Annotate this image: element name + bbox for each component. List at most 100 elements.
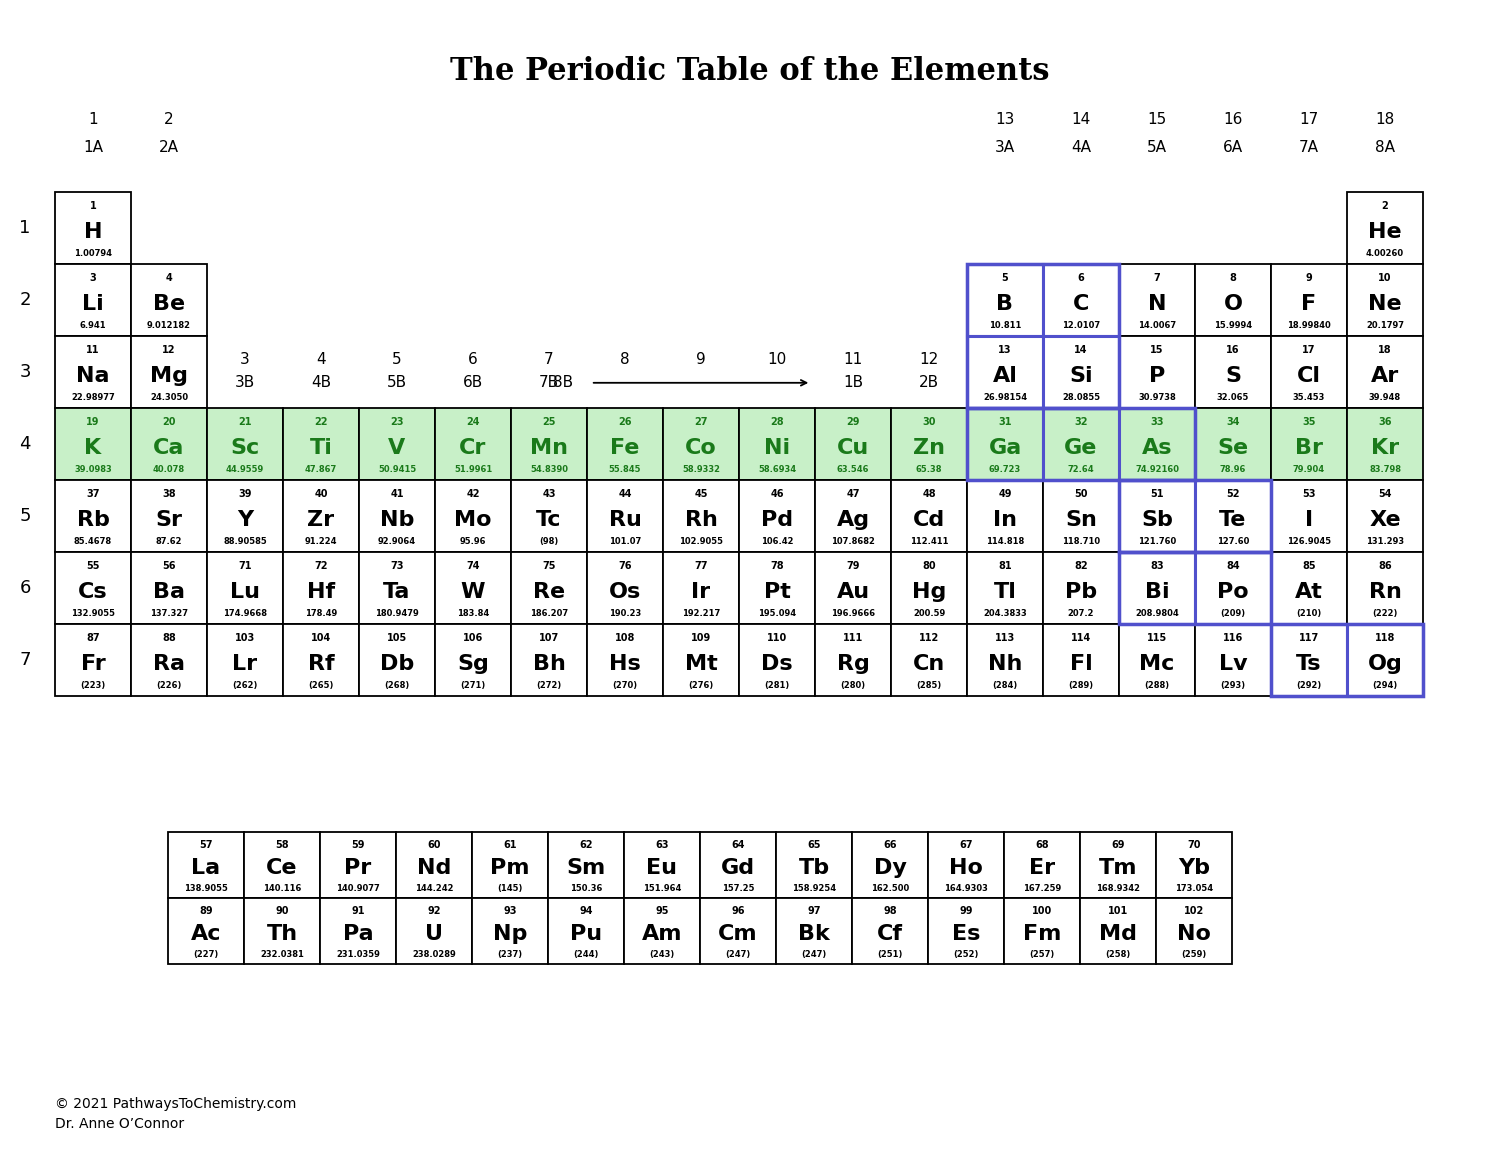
Text: 118: 118 xyxy=(1376,634,1395,643)
Text: 231.0359: 231.0359 xyxy=(336,949,380,958)
Bar xyxy=(968,264,1119,408)
Text: 24: 24 xyxy=(466,417,480,428)
Bar xyxy=(1119,624,1196,697)
Text: 9: 9 xyxy=(1305,274,1312,284)
Text: 232.0381: 232.0381 xyxy=(260,949,305,958)
Bar xyxy=(435,408,512,480)
Text: 114: 114 xyxy=(1071,634,1090,643)
Text: 103: 103 xyxy=(236,634,255,643)
Text: 183.84: 183.84 xyxy=(458,608,489,618)
Text: 13: 13 xyxy=(999,345,1011,356)
Bar xyxy=(1042,624,1119,697)
Text: 35.453: 35.453 xyxy=(1293,393,1324,402)
Text: 74.92160: 74.92160 xyxy=(1136,465,1179,474)
Text: (257): (257) xyxy=(1029,949,1054,958)
Text: 110: 110 xyxy=(766,634,788,643)
Bar xyxy=(586,480,663,552)
Text: Ce: Ce xyxy=(267,859,297,879)
Text: 4A: 4A xyxy=(1071,140,1090,155)
Text: (252): (252) xyxy=(954,949,978,958)
Text: Pa: Pa xyxy=(342,924,374,945)
Bar xyxy=(968,408,1196,480)
Text: 6: 6 xyxy=(1077,274,1084,284)
Text: Np: Np xyxy=(494,924,526,945)
Text: 2: 2 xyxy=(20,291,30,309)
Text: 35: 35 xyxy=(1302,417,1316,428)
Text: 126.9045: 126.9045 xyxy=(1287,537,1330,546)
Text: (281): (281) xyxy=(765,680,789,690)
Bar xyxy=(891,624,968,697)
Bar xyxy=(740,408,815,480)
Bar xyxy=(168,832,244,898)
Text: 238.0289: 238.0289 xyxy=(413,949,456,958)
Text: 12: 12 xyxy=(162,345,176,356)
Text: 50.9415: 50.9415 xyxy=(378,465,416,474)
Text: 102.9055: 102.9055 xyxy=(680,537,723,546)
Text: 2: 2 xyxy=(164,112,174,127)
Bar xyxy=(358,480,435,552)
Text: (210): (210) xyxy=(1296,608,1322,618)
Bar xyxy=(130,336,207,408)
Text: 40: 40 xyxy=(315,489,327,500)
Text: 162.500: 162.500 xyxy=(871,883,909,892)
Text: Hf: Hf xyxy=(308,582,334,602)
Text: 15: 15 xyxy=(1148,112,1167,127)
Text: 2A: 2A xyxy=(159,140,178,155)
Bar xyxy=(891,408,968,480)
Text: 208.9804: 208.9804 xyxy=(1136,608,1179,618)
Text: 33: 33 xyxy=(1150,417,1164,428)
Text: Rg: Rg xyxy=(837,654,870,673)
Text: 140.9077: 140.9077 xyxy=(336,883,380,892)
Text: 87.62: 87.62 xyxy=(156,537,183,546)
Text: 59: 59 xyxy=(351,840,364,851)
Bar xyxy=(1042,336,1119,408)
Text: 95: 95 xyxy=(656,906,669,917)
Text: 5: 5 xyxy=(392,351,402,366)
Text: 95.96: 95.96 xyxy=(459,537,486,546)
Bar xyxy=(1042,408,1119,480)
Text: 180.9479: 180.9479 xyxy=(375,608,419,618)
Text: Cr: Cr xyxy=(459,438,486,458)
Bar xyxy=(56,192,130,264)
Bar xyxy=(168,898,244,964)
Bar xyxy=(891,552,968,624)
Text: 46: 46 xyxy=(771,489,783,500)
Bar xyxy=(56,552,130,624)
Text: 5: 5 xyxy=(20,506,30,525)
Text: (237): (237) xyxy=(498,949,522,958)
Text: 8B: 8B xyxy=(552,376,573,391)
Text: He: He xyxy=(1368,221,1402,241)
Text: 6: 6 xyxy=(468,351,478,366)
Text: 61: 61 xyxy=(503,840,516,851)
Text: 62: 62 xyxy=(579,840,592,851)
Text: 44: 44 xyxy=(618,489,632,500)
Text: Ge: Ge xyxy=(1065,438,1098,458)
Text: Bh: Bh xyxy=(532,654,566,673)
Text: 8: 8 xyxy=(620,351,630,366)
Text: 16: 16 xyxy=(1227,345,1239,356)
Text: 9.012182: 9.012182 xyxy=(147,321,190,329)
Text: 99: 99 xyxy=(960,906,972,917)
Text: 31: 31 xyxy=(999,417,1011,428)
Text: 9: 9 xyxy=(696,351,706,366)
Bar xyxy=(663,408,740,480)
Text: Og: Og xyxy=(1368,654,1402,673)
Text: 107.8682: 107.8682 xyxy=(831,537,874,546)
Text: Dy: Dy xyxy=(873,859,906,879)
Text: K: K xyxy=(84,438,102,458)
Text: Co: Co xyxy=(686,438,717,458)
Bar xyxy=(586,552,663,624)
Text: 66: 66 xyxy=(884,840,897,851)
Text: 67: 67 xyxy=(960,840,972,851)
Text: 112.411: 112.411 xyxy=(909,537,948,546)
Bar xyxy=(586,624,663,697)
Text: Se: Se xyxy=(1218,438,1248,458)
Bar xyxy=(1196,336,1270,408)
Bar xyxy=(435,624,512,697)
Text: 32.065: 32.065 xyxy=(1216,393,1249,402)
Text: Ba: Ba xyxy=(153,582,184,602)
Text: 115: 115 xyxy=(1148,634,1167,643)
Text: Te: Te xyxy=(1220,510,1246,530)
Text: Zr: Zr xyxy=(308,510,334,530)
Text: Na: Na xyxy=(76,365,110,386)
